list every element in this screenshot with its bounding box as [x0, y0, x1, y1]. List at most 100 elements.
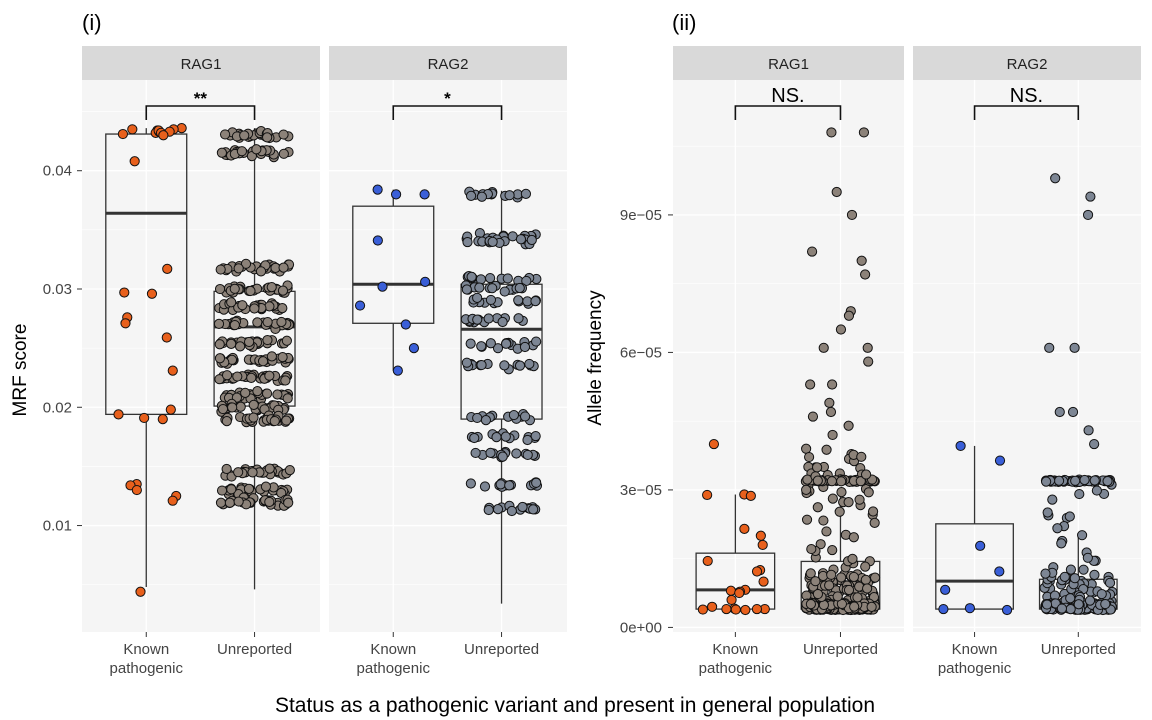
data-point — [497, 316, 508, 328]
data-point — [461, 284, 472, 295]
data-point — [812, 588, 824, 600]
x-tick-label: pathogenic — [699, 660, 773, 677]
data-point — [1083, 425, 1094, 436]
data-point — [832, 591, 843, 602]
data-point — [805, 599, 817, 610]
data-point — [216, 147, 227, 158]
data-point — [824, 397, 835, 408]
data-point — [213, 318, 225, 329]
data-point — [1078, 564, 1089, 575]
significance-label: ** — [194, 89, 208, 108]
data-point — [827, 379, 838, 390]
data-point — [161, 332, 172, 343]
data-point — [216, 485, 228, 496]
data-point — [491, 432, 502, 443]
panel-tag-i: (i) — [82, 10, 102, 35]
data-point — [117, 128, 128, 140]
data-point — [497, 451, 508, 462]
data-point — [812, 502, 823, 513]
data-point — [465, 478, 476, 489]
data-point — [221, 416, 232, 427]
x-tick-label: Unreported — [803, 641, 878, 658]
x-tick-label: Unreported — [464, 641, 539, 658]
data-point — [860, 561, 871, 572]
data-point — [167, 365, 178, 376]
data-point — [818, 342, 829, 353]
data-point — [826, 476, 838, 487]
box-iqr — [352, 205, 435, 324]
y-tick-label: 3e−05 — [620, 482, 662, 499]
data-point — [1065, 604, 1076, 615]
data-point — [721, 603, 732, 615]
data-point — [938, 603, 949, 615]
significance-label: NS. — [1010, 85, 1043, 107]
data-point — [229, 283, 240, 294]
data-point — [843, 310, 855, 321]
data-point — [246, 372, 257, 383]
data-point — [217, 403, 229, 415]
data-point — [466, 271, 477, 283]
facet-strip — [673, 46, 904, 80]
data-point — [257, 356, 269, 367]
data-point — [1065, 593, 1076, 604]
data-point — [167, 495, 178, 506]
facet-strip-label: RAG2 — [428, 56, 469, 73]
y-axis-title-mrf-score: MRF score — [10, 324, 31, 417]
x-tick-label: Unreported — [217, 641, 292, 658]
data-point — [697, 604, 708, 615]
data-point — [1091, 485, 1102, 496]
data-point — [1064, 511, 1075, 522]
facet-rag2: RAG2 * Known pathogenic Unreported — [329, 46, 567, 677]
data-point — [420, 276, 431, 287]
data-point — [248, 412, 259, 423]
data-point — [243, 336, 255, 348]
data-point — [520, 188, 532, 199]
data-point — [221, 370, 233, 381]
y-tick-label: 6e−05 — [620, 344, 662, 361]
data-point — [863, 356, 874, 367]
data-point — [262, 132, 273, 143]
data-point — [485, 272, 496, 284]
y-tick-label: 9e−05 — [620, 207, 662, 224]
data-point — [240, 387, 251, 398]
x-tick-label: pathogenic — [110, 660, 184, 677]
data-point — [805, 568, 816, 579]
data-point — [485, 338, 496, 349]
data-point — [725, 585, 737, 596]
data-point — [856, 255, 867, 266]
data-point — [470, 447, 481, 459]
data-point — [1041, 476, 1052, 487]
data-point — [975, 540, 986, 551]
data-point — [281, 415, 292, 426]
data-point — [530, 430, 541, 442]
data-point — [501, 338, 512, 349]
data-point — [158, 130, 169, 141]
data-point — [964, 603, 976, 614]
data-point — [825, 406, 837, 418]
data-point — [519, 341, 531, 353]
data-point — [522, 434, 533, 446]
data-point — [513, 313, 524, 324]
data-point — [854, 494, 865, 505]
data-point — [517, 501, 528, 513]
data-point — [400, 319, 411, 330]
data-point — [1084, 595, 1096, 606]
facet-strip-label: RAG2 — [1007, 56, 1048, 73]
data-point — [815, 539, 826, 550]
data-point — [1089, 569, 1100, 580]
facet-panel — [913, 80, 1141, 632]
data-point — [243, 483, 255, 494]
x-tick-label: Unreported — [1041, 641, 1116, 658]
panel-tag-ii: (ii) — [672, 10, 696, 35]
data-point — [811, 462, 823, 473]
data-point — [462, 236, 473, 248]
data-point — [1053, 475, 1065, 486]
data-point — [131, 484, 142, 496]
data-point — [226, 297, 237, 308]
data-point — [255, 266, 267, 277]
data-point — [226, 338, 237, 349]
data-point — [472, 292, 483, 303]
data-point — [502, 273, 513, 284]
data-point — [1052, 523, 1063, 534]
data-point — [476, 359, 487, 371]
